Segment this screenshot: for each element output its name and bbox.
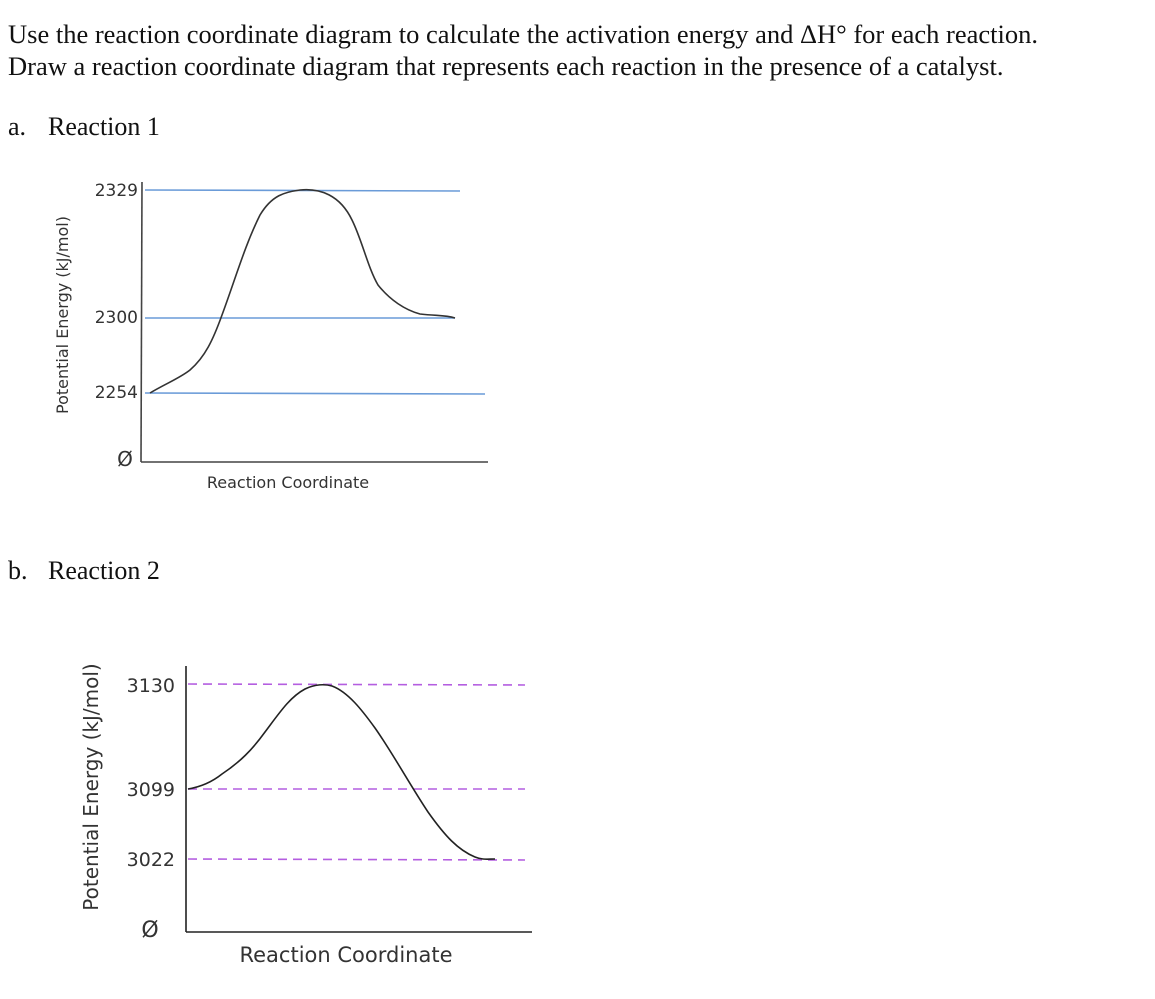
- x-axis-label: Reaction Coordinate: [239, 943, 452, 967]
- level-label-2329: 2329: [95, 181, 138, 201]
- level-label-3022: 3022: [127, 849, 175, 871]
- ref-line-3130: [187, 683, 526, 686]
- part-a-title: Reaction 1: [48, 112, 160, 141]
- ref-line-3022: [187, 858, 526, 861]
- part-a-marker: a.: [8, 112, 27, 141]
- level-label-2300: 2300: [95, 308, 138, 328]
- y-axis-label: Potential Energy (kJ/mol): [53, 216, 72, 414]
- instructions: Use the reaction coordinate diagram to c…: [8, 18, 1038, 82]
- level-label-3099: 3099: [127, 779, 175, 801]
- part-a-heading: a. Reaction 1: [8, 112, 160, 142]
- x-axis-label: Reaction Coordinate: [207, 473, 369, 492]
- instruction-line-2: Draw a reaction coordinate diagram that …: [8, 51, 1004, 81]
- ref-line-2254: [144, 392, 486, 395]
- y-axis: [140, 181, 143, 463]
- origin-label: Ø: [117, 447, 133, 471]
- part-b-marker: b.: [8, 556, 28, 585]
- part-b-heading: b. Reaction 2: [8, 556, 160, 586]
- y-axis-label: Potential Energy (kJ/mol): [79, 663, 103, 910]
- energy-curve: [187, 683, 496, 860]
- part-b-title: Reaction 2: [48, 556, 160, 585]
- instruction-line-1: Use the reaction coordinate diagram to c…: [8, 19, 1039, 49]
- level-label-2254: 2254: [95, 383, 138, 403]
- energy-curve: [149, 188, 456, 394]
- origin-label: Ø: [141, 918, 158, 943]
- level-label-3130: 3130: [127, 675, 175, 697]
